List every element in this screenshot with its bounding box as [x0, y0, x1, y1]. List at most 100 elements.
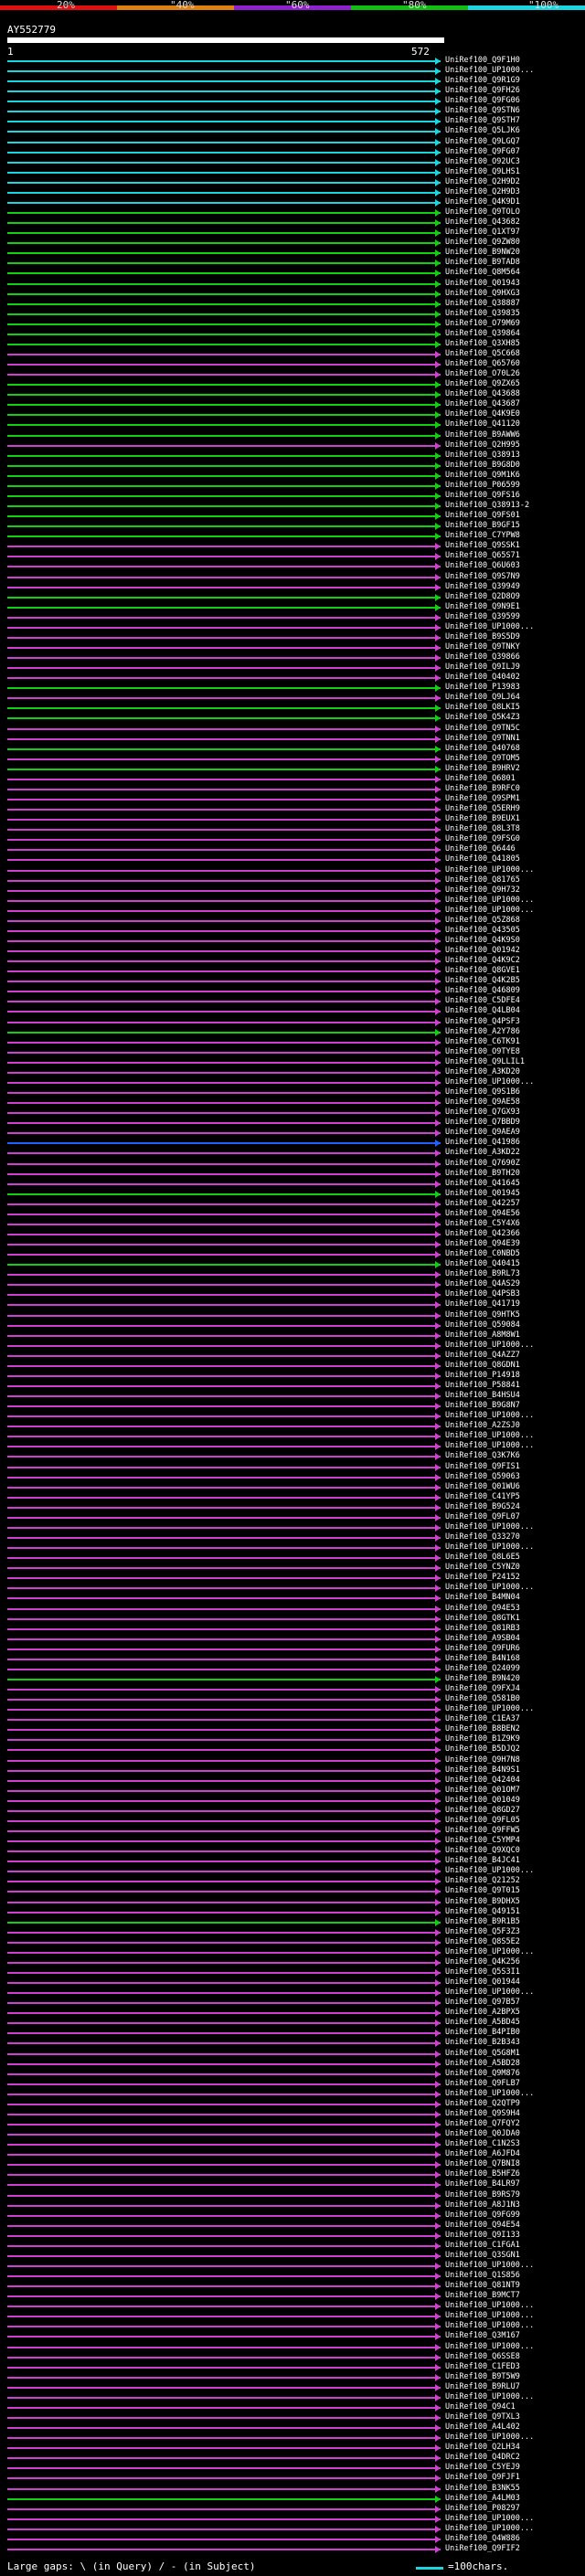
hit-alignment-bar[interactable]: [7, 727, 441, 730]
hit-label[interactable]: UniRef100_A2ZSJ0: [445, 1421, 520, 1431]
hit-label[interactable]: UniRef100_Q6SSE8: [445, 2351, 520, 2361]
hit-label[interactable]: UniRef100_Q8GTK1: [445, 1613, 520, 1623]
hit-alignment-bar[interactable]: [7, 464, 441, 467]
hit-alignment-bar[interactable]: [7, 1699, 441, 1701]
hit-label[interactable]: UniRef100_Q8LKI5: [445, 703, 520, 713]
hit-label[interactable]: UniRef100_Q3XH85: [445, 338, 520, 348]
hit-alignment-bar[interactable]: [7, 1739, 441, 1742]
hit-label[interactable]: UniRef100_Q6446: [445, 844, 516, 854]
hit-alignment-bar[interactable]: [7, 566, 441, 568]
hit-label[interactable]: UniRef100_B9G524: [445, 1501, 520, 1511]
hit-label[interactable]: UniRef100_Q4LB04: [445, 1006, 520, 1016]
hit-alignment-bar[interactable]: [7, 1749, 441, 1752]
hit-alignment-bar[interactable]: [7, 2113, 441, 2115]
hit-alignment-bar[interactable]: [7, 414, 441, 417]
hit-label[interactable]: UniRef100_B9AWW6: [445, 429, 520, 440]
hit-alignment-bar[interactable]: [7, 1244, 441, 1246]
hit-label[interactable]: UniRef100_Q39835: [445, 308, 520, 318]
hit-label[interactable]: UniRef100_Q9AEA9: [445, 1128, 520, 1138]
hit-label[interactable]: UniRef100_Q42366: [445, 1228, 520, 1238]
hit-label[interactable]: UniRef100_UP1000...: [445, 895, 535, 905]
hit-label[interactable]: UniRef100_UP1000...: [445, 1946, 535, 1956]
hit-label[interactable]: UniRef100_UP1000...: [445, 2088, 535, 2098]
hit-label[interactable]: UniRef100_Q4K9D1: [445, 196, 520, 207]
hit-label[interactable]: UniRef100_Q1S856: [445, 2271, 520, 2281]
hit-label[interactable]: UniRef100_Q6801: [445, 773, 516, 783]
hit-alignment-bar[interactable]: [7, 1466, 441, 1468]
hit-label[interactable]: UniRef100_Q01OM7: [445, 1785, 520, 1795]
hit-label[interactable]: UniRef100_B4JC41: [445, 1856, 520, 1866]
hit-label[interactable]: UniRef100_A5BD45: [445, 2018, 520, 2028]
hit-alignment-bar[interactable]: [7, 1941, 441, 1944]
hit-alignment-bar[interactable]: [7, 1951, 441, 1954]
hit-label[interactable]: UniRef100_Q01942: [445, 946, 520, 956]
hit-label[interactable]: UniRef100_Q81RB3: [445, 1623, 520, 1633]
hit-label[interactable]: UniRef100_UP1000...: [445, 66, 535, 76]
hit-alignment-bar[interactable]: [7, 2184, 441, 2187]
hit-label[interactable]: UniRef100_Q94E53: [445, 1603, 520, 1613]
hit-label[interactable]: UniRef100_Q5C668: [445, 348, 520, 358]
hit-label[interactable]: UniRef100_Q7GX93: [445, 1108, 520, 1118]
hit-alignment-bar[interactable]: [7, 1679, 441, 1680]
hit-label[interactable]: UniRef100_Q9I133: [445, 2230, 520, 2240]
hit-label[interactable]: UniRef100_C41YP5: [445, 1491, 520, 1501]
hit-label[interactable]: UniRef100_Q9FIS1: [445, 1461, 520, 1471]
hit-label[interactable]: UniRef100_B9HRV2: [445, 763, 520, 773]
hit-alignment-bar[interactable]: [7, 1476, 441, 1479]
hit-label[interactable]: UniRef100_UP1000...: [445, 621, 535, 631]
hit-alignment-bar[interactable]: [7, 252, 441, 255]
hit-label[interactable]: UniRef100_B9T5W9: [445, 2371, 520, 2381]
hit-label[interactable]: UniRef100_UP1000...: [445, 2311, 535, 2321]
hit-label[interactable]: UniRef100_Q9LHS1: [445, 166, 520, 176]
hit-alignment-bar[interactable]: [7, 1294, 441, 1297]
hit-alignment-bar[interactable]: [7, 819, 441, 822]
hit-alignment-bar[interactable]: [7, 262, 441, 265]
hit-label[interactable]: UniRef100_A9SB04: [445, 1633, 520, 1643]
hit-label[interactable]: UniRef100_B4N168: [445, 1653, 520, 1663]
hit-alignment-bar[interactable]: [7, 2417, 441, 2420]
hit-alignment-bar[interactable]: [7, 2406, 441, 2409]
hit-alignment-bar[interactable]: [7, 2336, 441, 2338]
hit-alignment-bar[interactable]: [7, 2275, 441, 2278]
hit-label[interactable]: UniRef100_Q9FH26: [445, 86, 520, 96]
hit-label[interactable]: UniRef100_A5BD28: [445, 2058, 520, 2068]
hit-alignment-bar[interactable]: [7, 1436, 441, 1438]
hit-alignment-bar[interactable]: [7, 2447, 441, 2450]
hit-label[interactable]: UniRef100_A8J1N3: [445, 2200, 520, 2210]
hit-alignment-bar[interactable]: [7, 717, 441, 720]
hit-alignment-bar[interactable]: [7, 343, 441, 345]
hit-alignment-bar[interactable]: [7, 1446, 441, 1448]
hit-label[interactable]: UniRef100_Q9SPM1: [445, 794, 520, 804]
hit-label[interactable]: UniRef100_Q94E56: [445, 1208, 520, 1218]
hit-label[interactable]: UniRef100_Q7690Z: [445, 1158, 520, 1168]
hit-label[interactable]: UniRef100_Q4K2B5: [445, 976, 520, 986]
hit-alignment-bar[interactable]: [7, 2164, 441, 2167]
hit-label[interactable]: UniRef100_B1Z9K9: [445, 1734, 520, 1744]
hit-label[interactable]: UniRef100_C5YNZ0: [445, 1563, 520, 1573]
hit-alignment-bar[interactable]: [7, 394, 441, 397]
hit-label[interactable]: UniRef100_B9RS79: [445, 2189, 520, 2200]
hit-alignment-bar[interactable]: [7, 1314, 441, 1317]
hit-label[interactable]: UniRef100_Q5F3Z3: [445, 1926, 520, 1936]
hit-label[interactable]: UniRef100_Q21252: [445, 1876, 520, 1886]
hit-alignment-bar[interactable]: [7, 1172, 441, 1175]
hit-alignment-bar[interactable]: [7, 2022, 441, 2025]
hit-alignment-bar[interactable]: [7, 424, 441, 427]
hit-label[interactable]: UniRef100_Q24099: [445, 1663, 520, 1673]
hit-alignment-bar[interactable]: [7, 1324, 441, 1327]
hit-label[interactable]: UniRef100_B9G8D0: [445, 460, 520, 470]
hit-label[interactable]: UniRef100_Q5K4Z3: [445, 713, 520, 723]
hit-alignment-bar[interactable]: [7, 80, 441, 83]
hit-alignment-bar[interactable]: [7, 1799, 441, 1802]
hit-alignment-bar[interactable]: [7, 1779, 441, 1782]
hit-alignment-bar[interactable]: [7, 1729, 441, 1732]
hit-alignment-bar[interactable]: [7, 2042, 441, 2045]
hit-alignment-bar[interactable]: [7, 131, 441, 133]
hit-alignment-bar[interactable]: [7, 1961, 441, 1964]
hit-alignment-bar[interactable]: [7, 2497, 441, 2500]
hit-label[interactable]: UniRef100_Q9LLIL1: [445, 1056, 525, 1066]
hit-label[interactable]: UniRef100_Q8GVE1: [445, 966, 520, 976]
hit-alignment-bar[interactable]: [7, 222, 441, 225]
hit-alignment-bar[interactable]: [7, 302, 441, 305]
hit-alignment-bar[interactable]: [7, 2224, 441, 2227]
